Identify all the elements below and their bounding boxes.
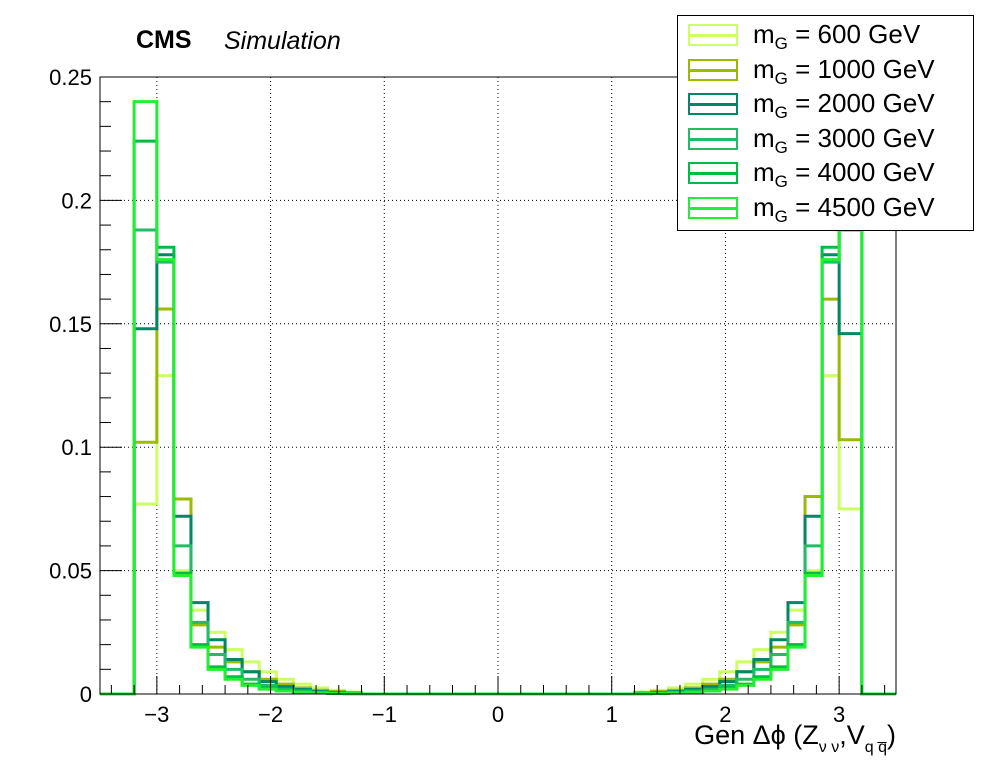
legend-label: mG = 600 GeV: [753, 19, 921, 53]
legend-entry-3000: mG = 3000 GeV: [678, 122, 973, 157]
x-tick-label: 1: [606, 702, 618, 727]
legend-label: mG = 1000 GeV: [753, 53, 935, 88]
y-tick-label: 0.25: [49, 65, 92, 90]
y-tick-label: 0.15: [49, 312, 92, 337]
x-tick-label: −1: [372, 702, 397, 727]
y-tick-label: 0.1: [61, 435, 92, 460]
legend-label: mG = 4500 GeV: [753, 191, 935, 226]
x-axis-label: Gen Δϕ (Zν ν,Vq q̅): [694, 720, 896, 756]
x-tick-label: 2: [719, 702, 731, 727]
legend-swatch: [688, 127, 738, 150]
legend-swatch: [688, 58, 738, 81]
series-1000-line: [100, 297, 896, 696]
legend-entry-4500: mG = 4500 GeV: [678, 191, 973, 226]
y-tick-label: 0.05: [49, 559, 92, 584]
legend-swatch: [688, 162, 738, 184]
series-2000-line: [100, 253, 896, 696]
y-tick-label: 0.2: [61, 188, 92, 213]
legend-label: mG = 3000 GeV: [753, 122, 935, 157]
x-tick-label: 0: [492, 702, 504, 727]
cms-label: CMS: [136, 26, 192, 54]
series-3000-line: [100, 228, 896, 696]
legend-swatch: [688, 93, 738, 115]
legend-swatch: [688, 196, 738, 219]
x-tick-label: 3: [833, 702, 845, 727]
legend-entry-2000: mG = 2000 GeV: [678, 87, 973, 122]
legend: mG = 600 GeV mG = 1000 GeV mG = 2000 GeV mG…: [677, 15, 974, 231]
x-tick-label: −3: [144, 702, 169, 727]
legend-entry-4000: mG = 4000 GeV: [678, 156, 973, 191]
legend-entry-1000: mG = 1000 GeV: [678, 53, 973, 88]
legend-entry-600: mG = 600 GeV: [678, 18, 973, 53]
axes: −3 −2 −1 0 1 2 3 0 0.05 0.1 0.15 0.2 0.25: [49, 65, 897, 727]
legend-label: mG = 2000 GeV: [753, 88, 935, 122]
x-tick-label: −2: [258, 702, 283, 727]
simulation-label: Simulation: [224, 27, 341, 55]
legend-swatch: [688, 24, 738, 46]
y-tick-label: 0: [80, 682, 92, 707]
legend-label: mG = 4000 GeV: [753, 157, 935, 191]
